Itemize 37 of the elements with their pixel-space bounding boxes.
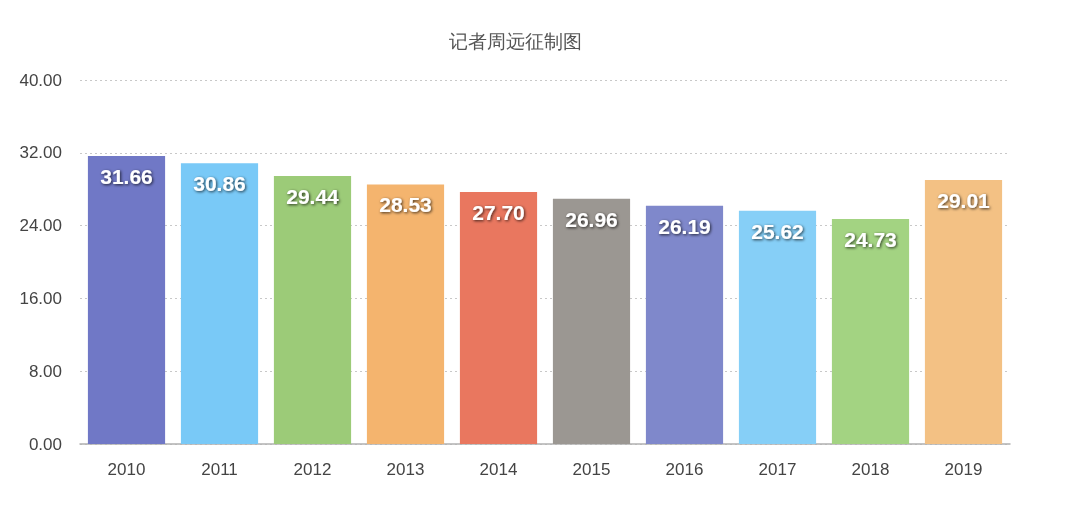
bar [273, 176, 352, 444]
x-tick-label: 2013 [386, 460, 425, 479]
bar [738, 210, 817, 444]
bar [552, 198, 631, 444]
data-label: 27.70 [472, 200, 525, 224]
y-tick-label: 32.00 [19, 143, 62, 163]
bar [180, 163, 259, 444]
x-tick-label: 2014 [479, 460, 518, 479]
x-tick-label: 2017 [758, 460, 797, 479]
data-label: 29.01 [937, 189, 991, 213]
data-label: 29.44 [286, 185, 340, 209]
data-label: 31.66 [100, 164, 153, 188]
bar [87, 155, 166, 444]
bar [831, 218, 910, 444]
x-tick-label: 2016 [665, 460, 704, 479]
x-tick-label: 2019 [944, 460, 983, 479]
chart-title: 记者周远征制图 [448, 31, 582, 52]
x-tick-label: 2012 [293, 460, 332, 479]
data-label: 25.62 [751, 219, 804, 243]
y-tick-label: 24.00 [19, 216, 62, 236]
x-tick-label: 2010 [107, 460, 146, 479]
data-label: 26.19 [658, 214, 711, 238]
x-tick-label: 2011 [201, 460, 238, 479]
x-tick-label: 2018 [851, 460, 890, 479]
data-label: 28.53 [379, 193, 432, 217]
bar [924, 180, 1003, 444]
bar [459, 191, 538, 444]
y-tick-label: 16.00 [19, 288, 62, 308]
data-label: 30.86 [193, 172, 246, 196]
data-label: 24.73 [844, 227, 897, 251]
bar [366, 184, 445, 444]
y-tick-label: 8.00 [28, 361, 62, 381]
y-tick-label: 40.00 [19, 70, 62, 90]
x-tick-label: 2015 [572, 460, 611, 479]
bar [645, 205, 724, 444]
data-label: 26.96 [565, 207, 618, 231]
y-tick-label: 0.00 [28, 434, 62, 454]
